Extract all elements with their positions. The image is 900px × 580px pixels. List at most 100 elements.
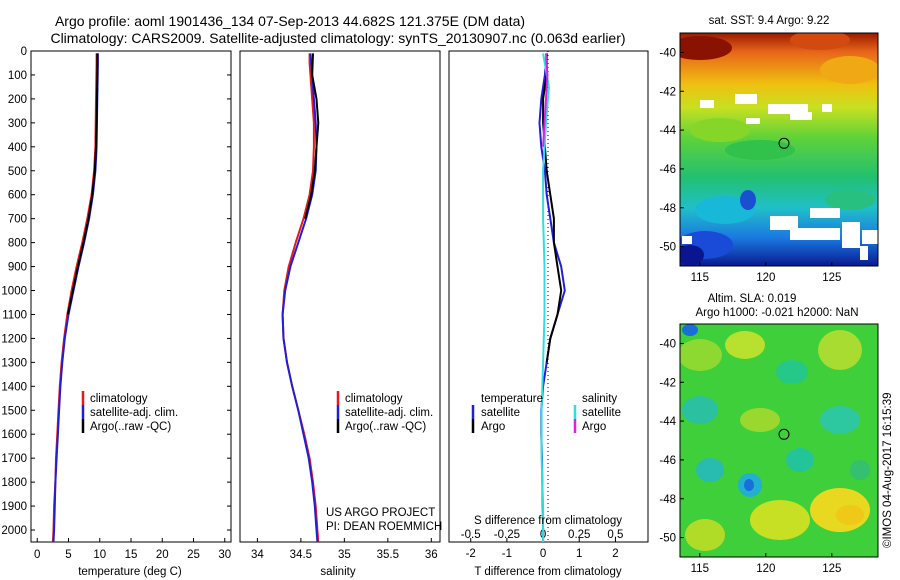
legend-title-salinity: salinity xyxy=(582,393,617,405)
x-tick-label: 20 xyxy=(156,549,169,561)
depth-tick-label: 1500 xyxy=(1,405,27,417)
t-difference-x-label: T difference from climatology xyxy=(474,566,621,578)
depth-tick-label: 2000 xyxy=(1,525,27,537)
legend-label-s-satellite: satellite xyxy=(582,407,621,419)
sst-map-frame xyxy=(679,32,879,267)
salinity-axes-box xyxy=(239,50,441,543)
x-tick-label: -1 xyxy=(502,548,512,560)
depth-tick-label: 0 xyxy=(21,46,27,58)
depth-tick-label: 1700 xyxy=(1,453,27,465)
sst-map-title: sat. SST: 9.4 Argo: 9.22 xyxy=(709,15,830,27)
temperature-panel: 0100200300400500600700800900100011001200… xyxy=(1,46,232,578)
lon-tick-label: 125 xyxy=(822,272,841,284)
depth-tick-label: 1300 xyxy=(1,357,27,369)
legend-label-s-argo: Argo xyxy=(582,421,606,433)
pi-annotation: PI: DEAN ROEMMICH xyxy=(326,521,442,533)
series-line-salinity-argo xyxy=(542,53,549,147)
difference-panel: -2 -1 0 1 2 -0.5 -0.25 0 0.25 0.5 temperature sa… xyxy=(448,50,649,578)
lon-tick-label: 125 xyxy=(822,563,841,575)
lat-tick-label: -44 xyxy=(659,125,676,137)
salinity-series xyxy=(281,53,320,543)
depth-tick-label: 900 xyxy=(8,262,27,274)
top-x-tick-label: 0.25 xyxy=(568,529,590,541)
x-tick-label: 34.5 xyxy=(290,549,312,561)
depth-tick-label: 1800 xyxy=(1,477,27,489)
lat-tick-label: -40 xyxy=(659,47,676,59)
legend-label-climatology: climatology xyxy=(90,393,148,405)
sst-map: sat. SST: 9.4 Argo: 9.22 xyxy=(659,15,879,284)
sla-map-title-line2: Argo h1000: -0.021 h2000: NaN xyxy=(695,307,858,319)
series-line-temperature-argo xyxy=(542,53,563,363)
legend-label-t-argo: Argo xyxy=(481,421,505,433)
sst-field xyxy=(680,33,878,266)
lat-tick-label: -46 xyxy=(659,455,676,467)
figure-title-line2: Climatology: CARS2009. Satellite-adjuste… xyxy=(50,30,625,46)
series-line-argo-raw-qc xyxy=(66,53,99,315)
x-tick-label: 25 xyxy=(187,549,200,561)
lat-tick-label: -48 xyxy=(659,203,676,215)
t-difference-x-axis: -2 -1 0 1 2 xyxy=(466,538,619,560)
salinity-x-label: salinity xyxy=(320,566,355,578)
legend-label-climatology: climatology xyxy=(345,393,403,405)
x-tick-label: 2 xyxy=(612,548,618,560)
x-tick-label: 1 xyxy=(576,548,582,560)
temperature-x-label: temperature (deg C) xyxy=(78,566,182,578)
legend-title-temperature: temperature xyxy=(481,393,543,405)
x-tick-label: 35 xyxy=(338,549,351,561)
x-tick-label: 5 xyxy=(65,549,71,561)
sla-argo-marker xyxy=(778,428,790,440)
lat-tick-label: -50 xyxy=(659,242,676,254)
top-x-tick-label: 0.5 xyxy=(607,529,623,541)
sla-map: Altim. SLA: 0.019 Argo h1000: -0.021 h20… xyxy=(659,293,879,575)
depth-tick-label: 500 xyxy=(8,166,27,178)
depth-tick-label: 100 xyxy=(8,70,27,82)
depth-tick-label: 1400 xyxy=(1,381,27,393)
sla-lat-axis: -40 -42 -44 -46 -48 -50 xyxy=(659,338,684,545)
top-x-tick-label: -0.25 xyxy=(494,529,520,541)
x-tick-label: 0 xyxy=(34,549,40,561)
sst-argo-marker xyxy=(778,137,790,149)
series-line-argo-raw-qc xyxy=(304,53,320,219)
lat-tick-label: -48 xyxy=(659,494,676,506)
x-tick-label: -2 xyxy=(466,548,476,560)
legend-label-satellite: satellite-adj. clim. xyxy=(345,407,433,419)
lat-tick-label: -50 xyxy=(659,533,676,545)
x-tick-label: 35.5 xyxy=(377,549,399,561)
sst-lat-axis: -40 -42 -44 -46 -48 -50 xyxy=(659,47,684,254)
sla-map-title-line1: Altim. SLA: 0.019 xyxy=(708,293,797,305)
figure-title-line1: Argo profile: aoml 1901436_134 07-Sep-20… xyxy=(55,13,525,29)
temperature-axes-box xyxy=(30,50,232,543)
x-tick-label: 15 xyxy=(125,549,138,561)
lon-tick-label: 120 xyxy=(756,272,775,284)
salinity-legend: climatology satellite-adj. clim. Argo(..… xyxy=(336,391,433,433)
series-line-salinity-satellite xyxy=(540,53,550,542)
lat-tick-label: -42 xyxy=(659,377,676,389)
series-line-satellite-adj-clim xyxy=(281,53,319,543)
top-x-tick-label: -0.5 xyxy=(461,529,481,541)
depth-tick-label: 700 xyxy=(8,214,27,226)
depth-tick-label: 300 xyxy=(8,118,27,130)
salinity-panel: 34 34.5 35 35.5 36 climatology satellite-adj… xyxy=(239,50,442,578)
x-tick-label: 10 xyxy=(93,549,106,561)
lat-tick-label: -44 xyxy=(659,416,676,428)
lat-tick-label: -42 xyxy=(659,86,676,98)
lon-tick-label: 115 xyxy=(691,563,709,575)
x-tick-label: 30 xyxy=(218,549,231,561)
difference-series xyxy=(538,53,566,542)
difference-axes-box xyxy=(448,50,649,543)
salinity-x-axis: 34 34.5 35 35.5 36 xyxy=(251,538,438,561)
depth-tick-label: 1000 xyxy=(1,286,27,298)
legend-label-argo: Argo(..raw -QC) xyxy=(90,421,171,433)
depth-tick-label: 1100 xyxy=(2,309,27,321)
legend-label-t-satellite: satellite xyxy=(481,407,520,419)
x-tick-label: 36 xyxy=(425,549,438,561)
sla-field-texture xyxy=(680,324,870,551)
x-tick-label: 34 xyxy=(251,549,264,561)
lat-tick-label: -46 xyxy=(659,164,676,176)
temperature-x-axis: 0 5 10 15 20 25 30 xyxy=(34,538,231,561)
legend-label-argo: Argo(..raw -QC) xyxy=(345,421,426,433)
depth-tick-label: 400 xyxy=(8,142,27,154)
depth-tick-label: 200 xyxy=(8,94,27,106)
x-tick-label: 0 xyxy=(540,548,546,560)
sst-cloud-gaps xyxy=(682,94,878,260)
